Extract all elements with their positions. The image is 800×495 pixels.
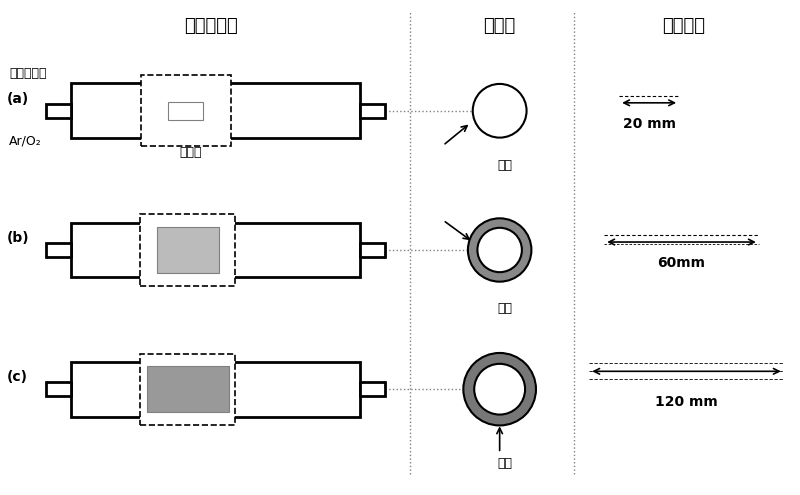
- Text: 设备示意图: 设备示意图: [184, 17, 238, 35]
- Text: 剖面图: 剖面图: [483, 17, 516, 35]
- Bar: [46, 382, 71, 396]
- Bar: [46, 243, 71, 257]
- Bar: [141, 214, 235, 286]
- Bar: [360, 243, 385, 257]
- Text: (b): (b): [6, 231, 29, 245]
- Text: Ar/O₂: Ar/O₂: [10, 134, 42, 147]
- Bar: [71, 84, 360, 138]
- Bar: [46, 104, 71, 118]
- Text: 样品: 样品: [497, 457, 512, 470]
- Bar: [71, 362, 360, 417]
- Text: 样品: 样品: [497, 301, 512, 315]
- Text: 加热区: 加热区: [179, 146, 202, 159]
- Bar: [141, 75, 230, 147]
- Circle shape: [468, 218, 531, 282]
- Bar: [147, 366, 229, 412]
- Text: 120 mm: 120 mm: [655, 395, 718, 409]
- Text: (a): (a): [6, 92, 29, 106]
- Circle shape: [463, 353, 536, 425]
- Text: 样品长度: 样品长度: [662, 17, 706, 35]
- Text: 20 mm: 20 mm: [622, 117, 676, 131]
- Text: 60mm: 60mm: [658, 256, 706, 270]
- Bar: [360, 104, 385, 118]
- Circle shape: [478, 228, 522, 272]
- Text: 样品: 样品: [497, 158, 512, 171]
- Bar: [360, 382, 385, 396]
- Text: (c): (c): [6, 370, 27, 384]
- Bar: [157, 227, 218, 273]
- Circle shape: [473, 84, 526, 138]
- Bar: [168, 102, 203, 120]
- Circle shape: [474, 364, 525, 415]
- Bar: [71, 223, 360, 277]
- Text: 真空管式炉: 真空管式炉: [10, 67, 47, 81]
- Bar: [141, 353, 235, 425]
